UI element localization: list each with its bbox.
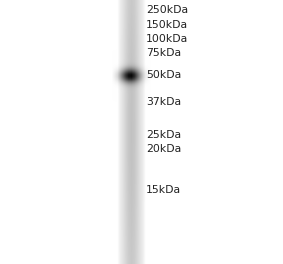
Text: 100kDa: 100kDa bbox=[146, 34, 188, 44]
Text: 20kDa: 20kDa bbox=[146, 144, 181, 154]
Text: 250kDa: 250kDa bbox=[146, 5, 188, 15]
Text: 150kDa: 150kDa bbox=[146, 20, 188, 30]
Text: 37kDa: 37kDa bbox=[146, 97, 181, 107]
Text: 50kDa: 50kDa bbox=[146, 70, 181, 80]
Text: 75kDa: 75kDa bbox=[146, 48, 181, 58]
Text: 15kDa: 15kDa bbox=[146, 185, 181, 195]
Text: 25kDa: 25kDa bbox=[146, 130, 181, 140]
